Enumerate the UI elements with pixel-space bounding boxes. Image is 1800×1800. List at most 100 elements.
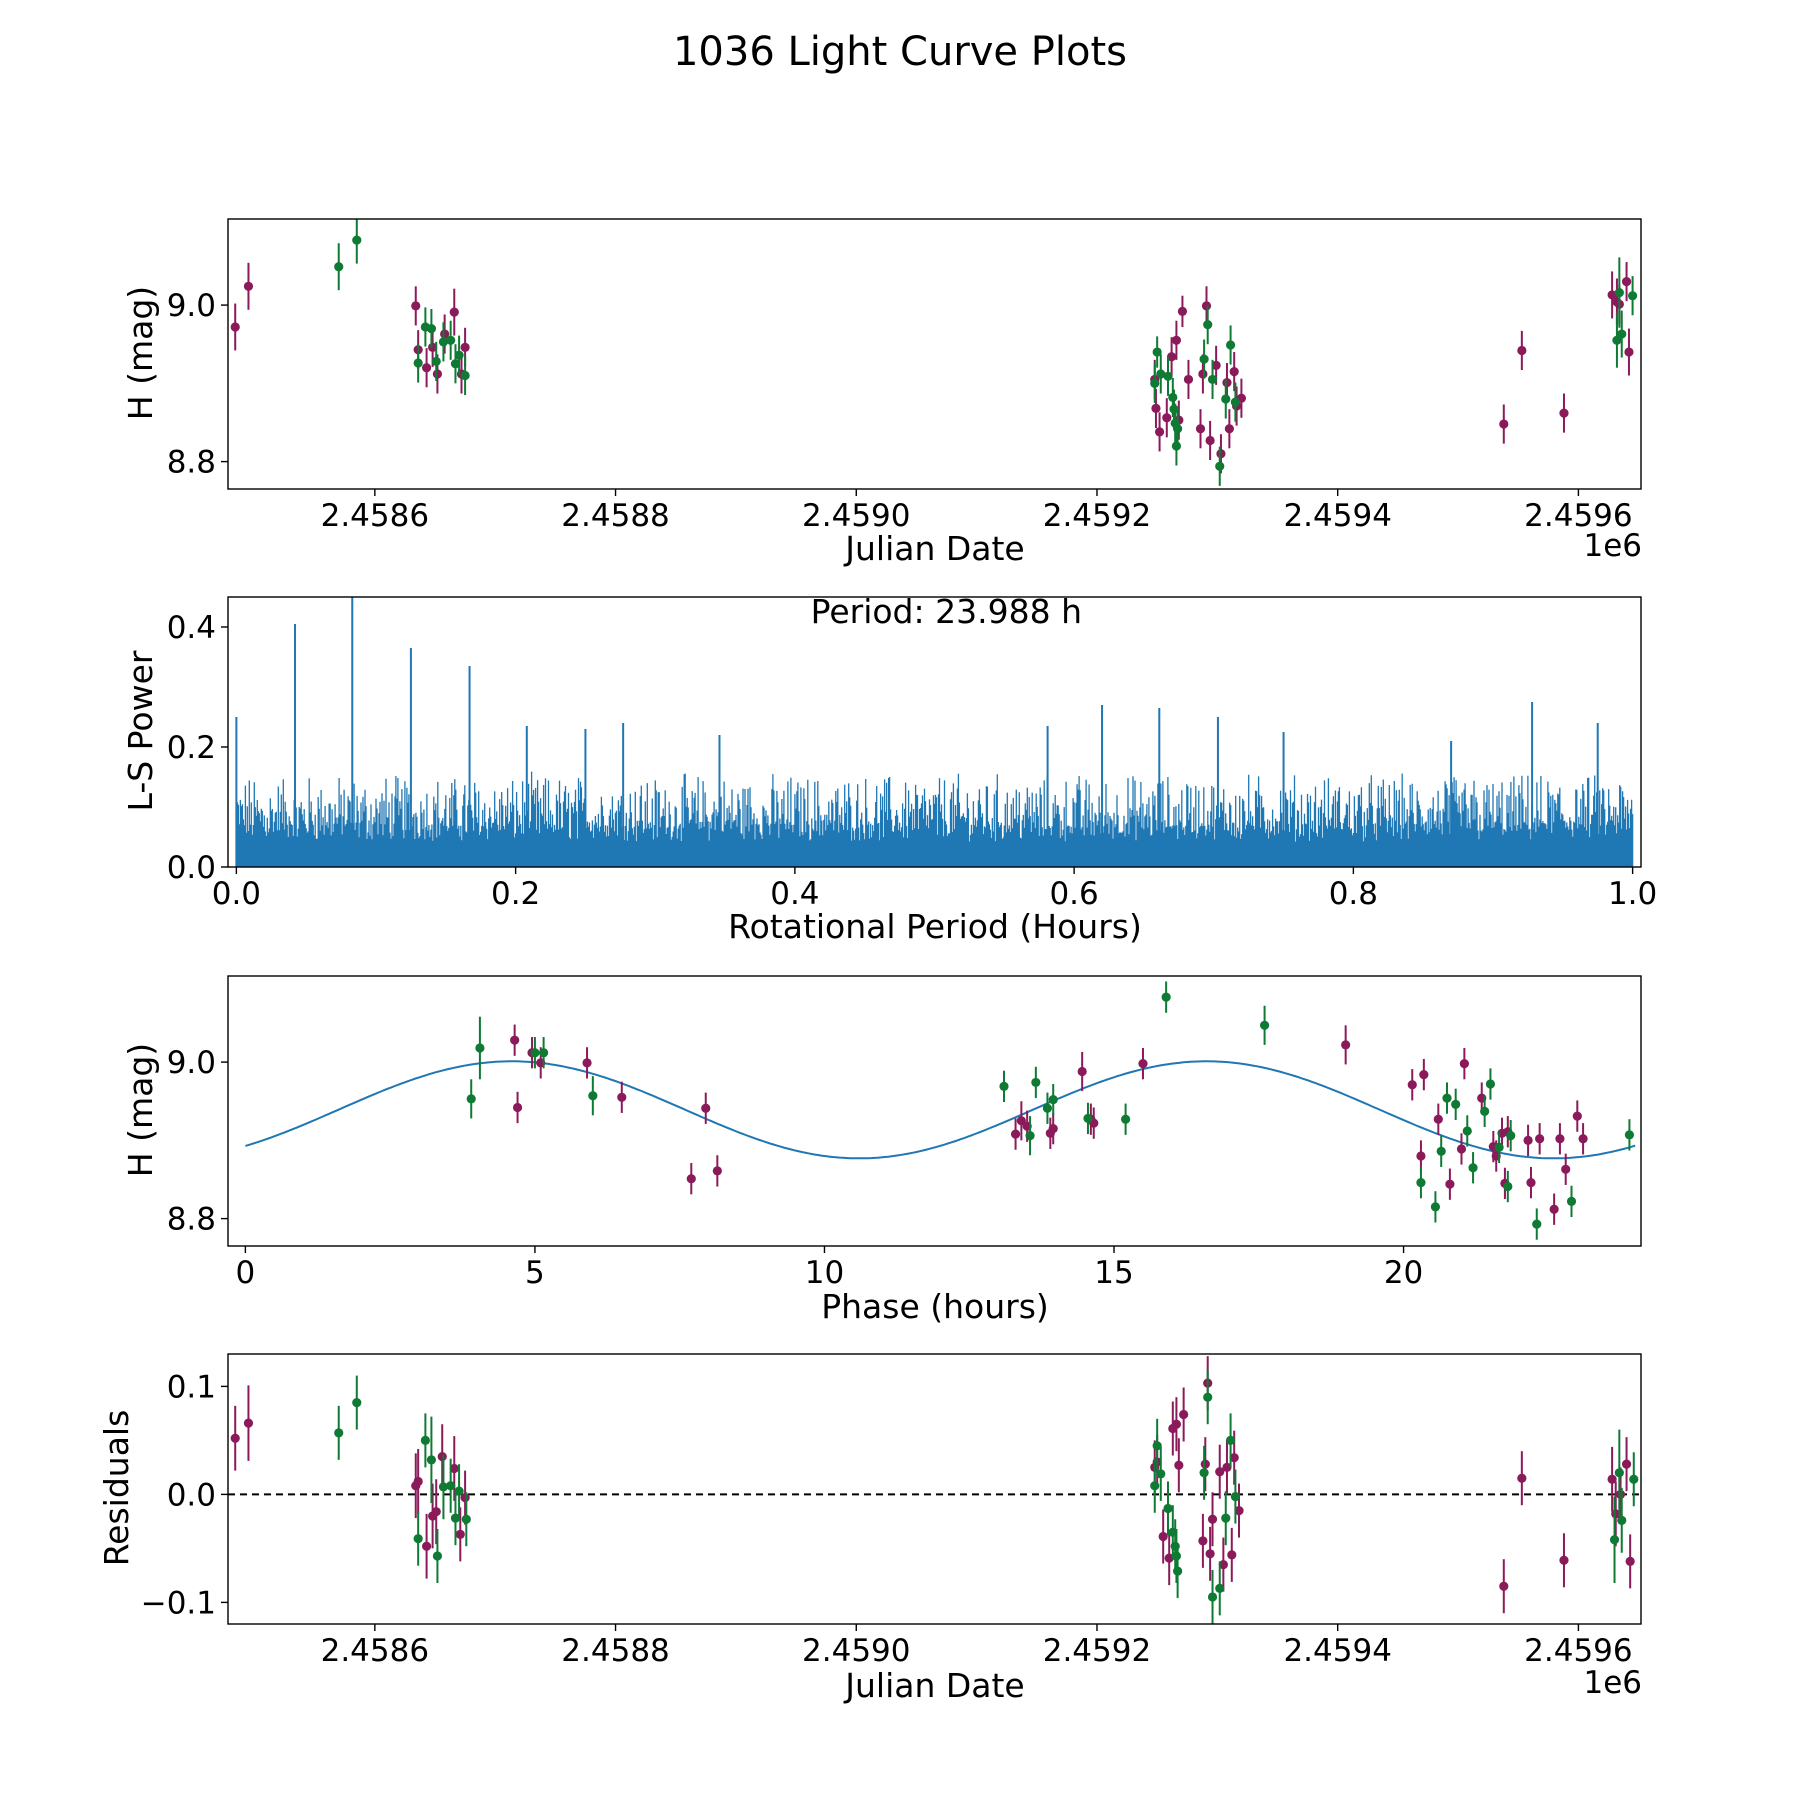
band-2-data-point (1230, 397, 1240, 407)
band-1-data-point (617, 1092, 627, 1102)
band-1-data-point (1559, 1555, 1569, 1565)
band-1-data-point (1535, 1134, 1545, 1144)
residuals-panel: Julian Date Residuals 1e6 (97, 1410, 1642, 1705)
band-2-data-point (1203, 320, 1213, 330)
band-1-data-point (440, 329, 450, 339)
periodogram-y-axis-label: L-S Power (121, 650, 160, 811)
band-2-data-point (1163, 1503, 1173, 1514)
band-2-data-point (1617, 1515, 1627, 1525)
band-2-data-point (1259, 1020, 1270, 1030)
band-2-data-point (1480, 1106, 1490, 1116)
residuals-points (230, 1356, 1639, 1624)
band-1-data-point (421, 1541, 432, 1551)
light-curve-y-tick-label: 9.0 (167, 288, 216, 324)
light-curve-x-tick-label: 2.4586 (321, 498, 429, 534)
band-1-data-point (1179, 1409, 1189, 1420)
residuals-y-tick-label: −0.1 (141, 1585, 216, 1621)
band-1-data-point (1549, 1204, 1559, 1214)
band-2-data-point (446, 335, 456, 345)
band-1-data-point (1171, 335, 1182, 345)
band-2-data-point (539, 1048, 549, 1058)
band-1-data-point (1341, 1040, 1351, 1050)
band-1-data-point (686, 1174, 696, 1184)
light-curve-x-axis-label: Julian Date (843, 529, 1025, 568)
band-1-data-point (1171, 1419, 1182, 1429)
band-2-data-point (413, 358, 423, 368)
figure-title: 1036 Light Curve Plots (673, 29, 1127, 75)
band-2-data-point (1532, 1219, 1542, 1229)
band-1-data-point (449, 1463, 459, 1474)
residuals-x-tick-label: 2.4586 (321, 1633, 429, 1669)
band-1-data-point (1048, 1124, 1058, 1134)
residuals-x-tick-label: 2.4596 (1524, 1633, 1632, 1669)
band-1-data-point (1167, 352, 1177, 362)
band-2-data-point (438, 1482, 449, 1492)
band-1-data-point (1215, 1467, 1225, 1477)
band-1-data-point (455, 1529, 465, 1539)
band-2-data-point (454, 350, 464, 360)
band-1-data-point (1138, 1059, 1148, 1069)
band-2-data-point (1617, 329, 1627, 339)
band-2-data-point (1624, 1130, 1635, 1140)
phase-x-tick-label: 5 (525, 1255, 545, 1291)
band-2-data-point (1494, 1142, 1504, 1152)
band-2-data-point (1203, 1392, 1213, 1402)
band-1-data-point (1625, 1556, 1635, 1566)
band-2-data-point (1199, 354, 1209, 364)
band-2-data-point (1612, 335, 1622, 345)
band-2-data-point (1031, 1077, 1041, 1088)
band-1-data-point (510, 1035, 520, 1045)
light-curve-plot-frame (227, 218, 1642, 490)
band-2-data-point (1468, 1163, 1478, 1173)
band-1-data-point (1526, 1178, 1536, 1188)
band-1-data-point (1222, 1462, 1232, 1472)
band-2-data-point (1430, 1202, 1441, 1212)
band-2-data-point (450, 1513, 461, 1523)
band-2-data-point (438, 337, 449, 347)
band-1-data-point (1517, 1473, 1527, 1483)
band-2-data-point (432, 1551, 443, 1561)
band-2-data-point (1150, 378, 1160, 388)
band-1-data-point (1158, 1531, 1168, 1542)
band-2-data-point (1566, 1196, 1577, 1206)
band-1-data-point (1207, 1514, 1218, 1524)
band-1-data-point (1205, 435, 1215, 446)
band-1-data-point (1416, 1151, 1426, 1161)
model-fit-curve (245, 1060, 1636, 1160)
band-2-data-point (1161, 992, 1171, 1002)
periodogram-x-tick-label: 1.0 (1608, 876, 1657, 912)
band-2-data-point (1171, 1551, 1182, 1561)
band-2-data-point (1485, 1079, 1496, 1089)
band-2-data-point (1609, 1535, 1620, 1545)
periodogram-x-tick-label: 0.0 (212, 876, 261, 912)
band-1-data-point (1433, 1114, 1443, 1124)
band-1-data-point (411, 301, 421, 311)
band-1-data-point (1607, 290, 1617, 300)
band-1-data-point (1555, 1134, 1565, 1144)
band-2-data-point (1627, 291, 1638, 301)
band-1-data-point (1162, 413, 1172, 423)
band-1-data-point (1234, 1506, 1244, 1516)
band-2-data-point (1225, 340, 1236, 350)
phase-y-axis-label: H (mag) (121, 1043, 160, 1177)
band-2-data-point (1614, 287, 1624, 298)
phase-plot-frame (227, 975, 1642, 1247)
band-1-data-point (1218, 1560, 1228, 1570)
band-1-data-point (1227, 1550, 1237, 1560)
band-2-data-point (334, 1428, 344, 1438)
band-2-data-point (1173, 1566, 1183, 1576)
band-2-data-point (420, 1435, 430, 1445)
band-1-data-point (1164, 1553, 1174, 1563)
light-curve-x-tick-label: 2.4588 (561, 498, 669, 534)
band-1-data-point (1216, 449, 1226, 459)
band-2-data-point (1215, 1583, 1225, 1593)
band-1-data-point (1198, 369, 1208, 379)
band-2-data-point (1221, 394, 1231, 404)
residuals-y-tick-label: 0.1 (167, 1369, 216, 1405)
band-1-data-point (1016, 1116, 1026, 1126)
band-1-data-point (1445, 1179, 1455, 1189)
band-1-data-point (1229, 367, 1239, 377)
band-2-data-point (1169, 404, 1179, 414)
periodogram-y-tick-label: 0.0 (167, 850, 216, 886)
